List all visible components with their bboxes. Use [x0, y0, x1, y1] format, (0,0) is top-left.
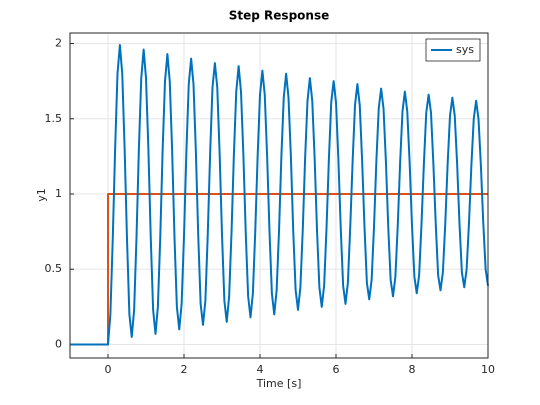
legend-box: [425, 38, 481, 62]
legend: sys: [425, 38, 481, 62]
y-tick-label: 2: [55, 37, 62, 50]
x-axis-label: Time [s]: [256, 377, 302, 390]
series-line: [70, 44, 489, 346]
x-tick-label: 8: [409, 363, 416, 376]
y-tick-label: 1.5: [45, 112, 63, 125]
y-tick-label: 1: [55, 187, 62, 200]
legend-label: sys: [456, 43, 474, 56]
chart-title: Step Response: [229, 9, 329, 23]
axes-box: [69, 32, 489, 359]
y-tick-label: 0.5: [45, 262, 63, 275]
plot-area: [70, 33, 488, 358]
x-tick-label: 0: [105, 363, 112, 376]
y-tick-label: 0: [55, 337, 62, 350]
x-tick-label: 6: [333, 363, 340, 376]
x-tick-label: 10: [481, 363, 495, 376]
x-tick-label: 4: [257, 363, 264, 376]
y-axis-label: y1: [35, 188, 48, 202]
x-tick-label: 2: [181, 363, 188, 376]
